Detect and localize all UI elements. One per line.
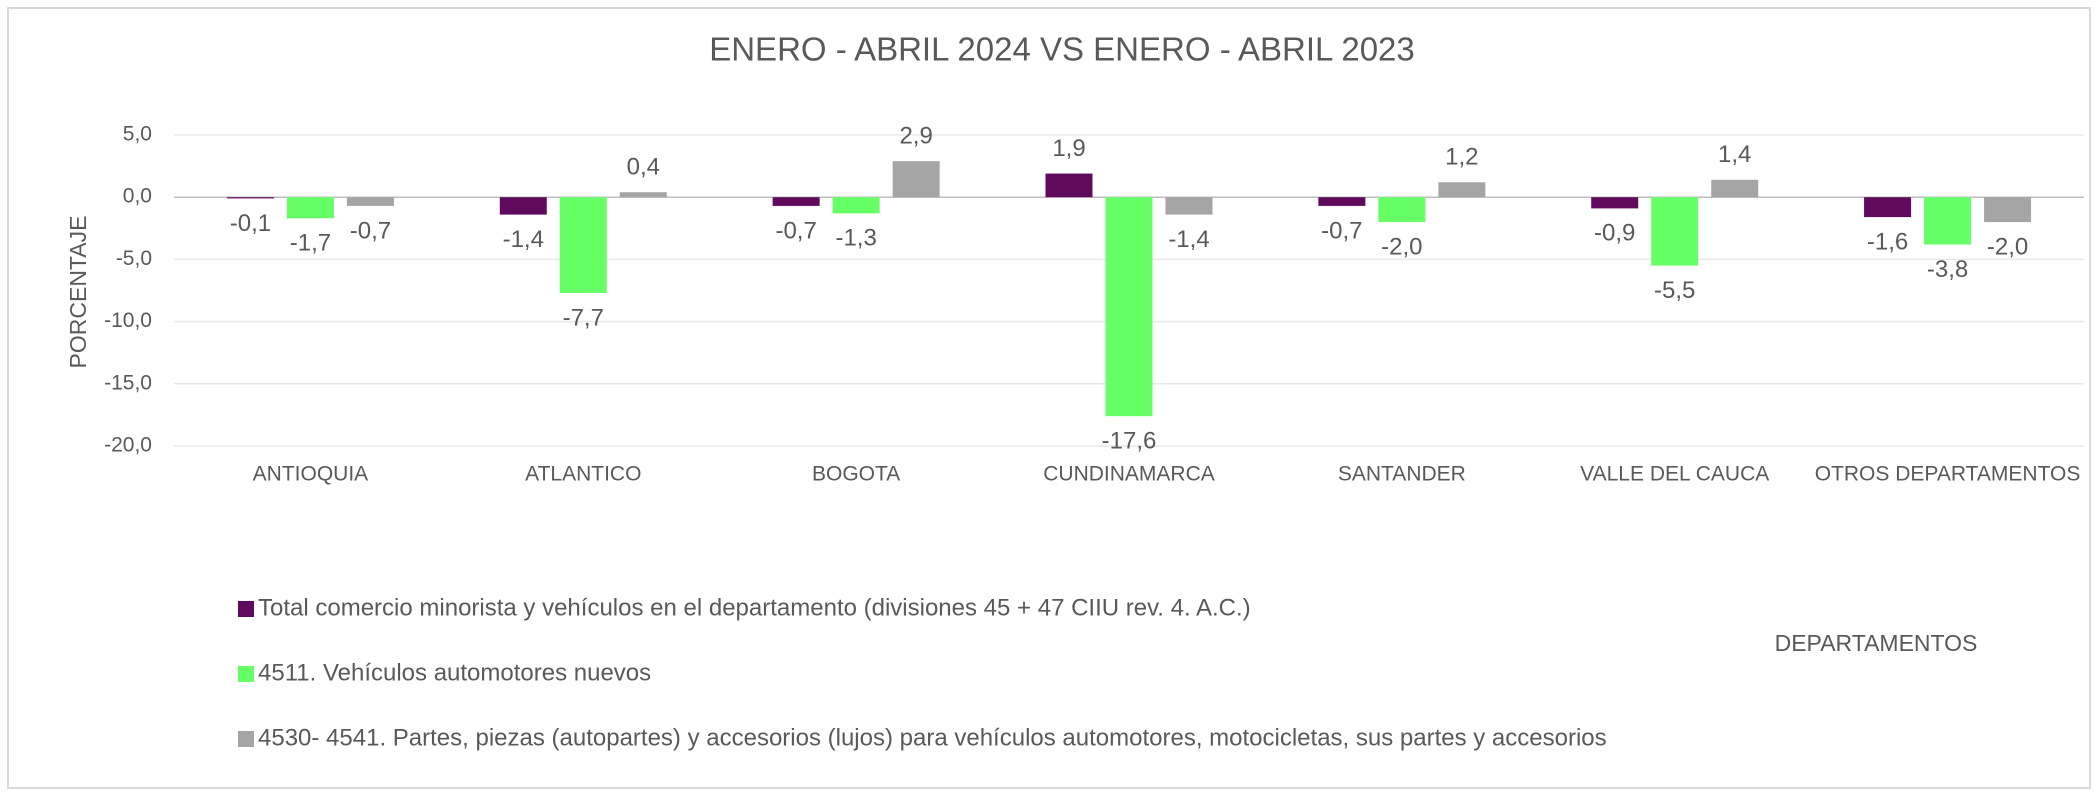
x-tick-label: BOGOTA bbox=[812, 463, 900, 486]
bar bbox=[1045, 173, 1093, 198]
data-label: -0,1 bbox=[230, 210, 271, 237]
data-label: -0,9 bbox=[1594, 220, 1635, 247]
x-tick-label: SANTANDER bbox=[1338, 463, 1466, 486]
bar bbox=[226, 197, 274, 199]
y-tick-label: 0,0 bbox=[123, 185, 152, 208]
data-label: -2,0 bbox=[1381, 233, 1422, 260]
legend-label: 4511. Vehículos automotores nuevos bbox=[258, 659, 651, 686]
bar bbox=[1864, 197, 1912, 218]
y-axis-title: PORCENTAJE bbox=[65, 216, 91, 369]
bar bbox=[1378, 197, 1426, 223]
legend-swatch bbox=[238, 666, 254, 682]
data-label: -7,7 bbox=[563, 304, 604, 331]
data-label: -1,4 bbox=[1168, 226, 1209, 253]
bar bbox=[619, 192, 667, 198]
bar bbox=[1438, 182, 1486, 198]
bar bbox=[559, 197, 607, 293]
bar bbox=[1165, 197, 1213, 215]
data-label: -0,7 bbox=[775, 217, 816, 244]
bar bbox=[499, 197, 547, 215]
chart-title: ENERO - ABRIL 2024 VS ENERO - ABRIL 2023 bbox=[709, 31, 1415, 68]
y-tick-label: -5,0 bbox=[116, 247, 152, 270]
y-tick-label: 5,0 bbox=[123, 123, 152, 146]
data-label: -1,3 bbox=[835, 225, 876, 252]
legend-swatch bbox=[238, 731, 254, 747]
bar bbox=[1591, 197, 1639, 209]
bar bbox=[1318, 197, 1366, 206]
bar bbox=[832, 197, 880, 214]
data-label: -3,8 bbox=[1927, 256, 1968, 283]
bar bbox=[1651, 197, 1699, 266]
y-tick-label: -10,0 bbox=[104, 309, 152, 332]
chart-border bbox=[7, 7, 2091, 789]
bar bbox=[1984, 197, 2032, 223]
x-tick-label: VALLE DEL CAUCA bbox=[1580, 463, 1769, 486]
bar bbox=[1924, 197, 1972, 245]
data-label: -1,7 bbox=[290, 230, 331, 257]
data-label: -1,4 bbox=[503, 226, 544, 253]
bar bbox=[286, 197, 334, 219]
data-label: 1,4 bbox=[1718, 141, 1751, 168]
y-tick-label: -15,0 bbox=[104, 371, 152, 394]
data-label: 1,2 bbox=[1445, 144, 1478, 171]
legend-label: 4530- 4541. Partes, piezas (autopartes) … bbox=[258, 724, 1607, 751]
bar bbox=[1105, 197, 1153, 417]
data-label: -5,5 bbox=[1654, 277, 1695, 304]
bar bbox=[892, 161, 940, 198]
data-label: -2,0 bbox=[1987, 233, 2028, 260]
data-label: 0,4 bbox=[627, 154, 660, 181]
bar bbox=[772, 197, 820, 206]
data-label: -1,6 bbox=[1867, 228, 1908, 255]
bar bbox=[346, 197, 394, 206]
legend-swatch bbox=[238, 601, 254, 617]
y-tick-label: -20,0 bbox=[104, 434, 152, 457]
data-label: -17,6 bbox=[1102, 427, 1157, 454]
x-tick-label: CUNDINAMARCA bbox=[1043, 463, 1215, 486]
x-tick-label: ANTIOQUIA bbox=[253, 463, 369, 486]
bar bbox=[1711, 179, 1759, 198]
data-label: 2,9 bbox=[899, 122, 932, 149]
data-label: -0,7 bbox=[1321, 217, 1362, 244]
x-axis-title: DEPARTAMENTOS bbox=[1775, 630, 1978, 656]
data-label: -0,7 bbox=[350, 217, 391, 244]
data-label: 1,9 bbox=[1052, 135, 1085, 162]
x-tick-label: ATLANTICO bbox=[525, 463, 641, 486]
legend-label: Total comercio minorista y vehículos en … bbox=[258, 594, 1251, 621]
x-tick-label: OTROS DEPARTAMENTOS bbox=[1815, 463, 2081, 486]
